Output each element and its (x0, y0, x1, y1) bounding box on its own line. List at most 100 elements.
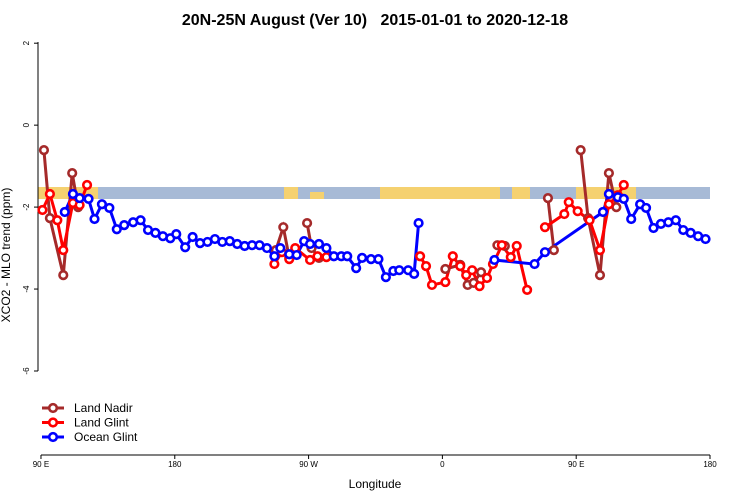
data-point (52, 215, 63, 226)
data-point (67, 167, 78, 179)
data-point (44, 188, 55, 200)
data-point (187, 231, 198, 243)
data-point (58, 245, 69, 256)
data-point (342, 251, 353, 262)
data-point (603, 167, 615, 179)
data-point (351, 263, 362, 274)
data-point (414, 251, 426, 262)
land-patch (284, 187, 298, 199)
data-point (572, 206, 583, 217)
data-point (440, 276, 451, 288)
data-point (603, 199, 615, 210)
data-point (373, 254, 384, 265)
series-line (41, 184, 626, 291)
data-point (575, 145, 586, 156)
data-point (261, 242, 273, 254)
data-point (542, 192, 554, 204)
data-point (584, 215, 595, 226)
ocean-strip (38, 187, 710, 199)
data-point (505, 251, 516, 263)
data-point (440, 263, 451, 275)
data-point (59, 206, 70, 218)
data-point (455, 261, 466, 272)
data-point (618, 193, 629, 205)
data-point (700, 233, 711, 245)
data-point (37, 204, 48, 216)
land-patch (380, 187, 500, 199)
land-patch (310, 192, 324, 199)
legend-swatch-point (47, 402, 59, 414)
data-point (96, 199, 108, 210)
data-point (563, 197, 574, 208)
data-point (81, 179, 93, 191)
data-point (467, 265, 478, 276)
data-point (626, 213, 637, 225)
x-tick-label: 90 W (299, 460, 318, 469)
data-point (313, 238, 325, 250)
data-point (394, 265, 405, 276)
y-tick-label: -4 (22, 285, 31, 293)
data-point (304, 254, 316, 266)
data-point (83, 193, 94, 205)
data-point (269, 251, 280, 262)
data-point (559, 208, 570, 220)
x-tick-label: 90 E (33, 460, 49, 469)
data-point (38, 145, 50, 156)
data-point (89, 213, 100, 225)
y-tick-label: -6 (22, 367, 31, 375)
data-point (670, 215, 681, 226)
data-point (496, 240, 507, 251)
x-tick-label: 0 (440, 460, 445, 469)
data-point (104, 202, 115, 214)
data-point (594, 270, 606, 281)
data-point (420, 261, 432, 272)
data-point (548, 245, 559, 256)
data-point (529, 258, 540, 270)
data-point (74, 192, 85, 204)
data-point (269, 258, 280, 270)
data-point (539, 247, 551, 258)
data-point (278, 222, 289, 233)
data-point (357, 252, 368, 264)
x-axis-label: Longitude (349, 477, 402, 491)
y-tick-label: 2 (22, 40, 31, 45)
data-point (426, 279, 438, 291)
chart-title: 20N-25N August (Ver 10) 2015-01-01 to 20… (182, 12, 568, 29)
x-tick-label: 180 (703, 460, 717, 469)
x-tick-label: 90 E (568, 460, 584, 469)
legend-swatch-point (47, 417, 59, 428)
data-point (119, 220, 130, 231)
data-point (489, 254, 500, 266)
data-point (312, 251, 323, 262)
legend-swatch-point (47, 431, 59, 443)
legend-label: Land Glint (74, 416, 129, 430)
legend-label: Land Nadir (74, 401, 133, 415)
data-point (275, 242, 286, 254)
data-point (603, 188, 615, 200)
data-point (648, 222, 659, 234)
data-point (111, 224, 122, 235)
land-patch (512, 187, 530, 199)
data-point (597, 206, 609, 218)
y-tick-label: -2 (22, 203, 31, 211)
data-point (171, 229, 182, 240)
x-tick-label: 180 (168, 460, 182, 469)
data-point (640, 202, 652, 214)
data-point (380, 272, 391, 283)
legend-label: Ocean Glint (74, 430, 138, 444)
data-point (135, 215, 146, 226)
data-point (301, 217, 313, 229)
data-point (481, 272, 493, 284)
y-axis-label: XCO2 - MLO trend (ppm) (0, 188, 13, 323)
data-point (304, 238, 316, 250)
data-point (522, 284, 533, 295)
data-point (413, 217, 424, 229)
data-point (594, 245, 606, 256)
data-point (321, 242, 332, 254)
data-point (618, 179, 629, 191)
y-tick-label: 0 (22, 122, 31, 127)
data-point (180, 242, 191, 253)
data-point (475, 267, 487, 278)
